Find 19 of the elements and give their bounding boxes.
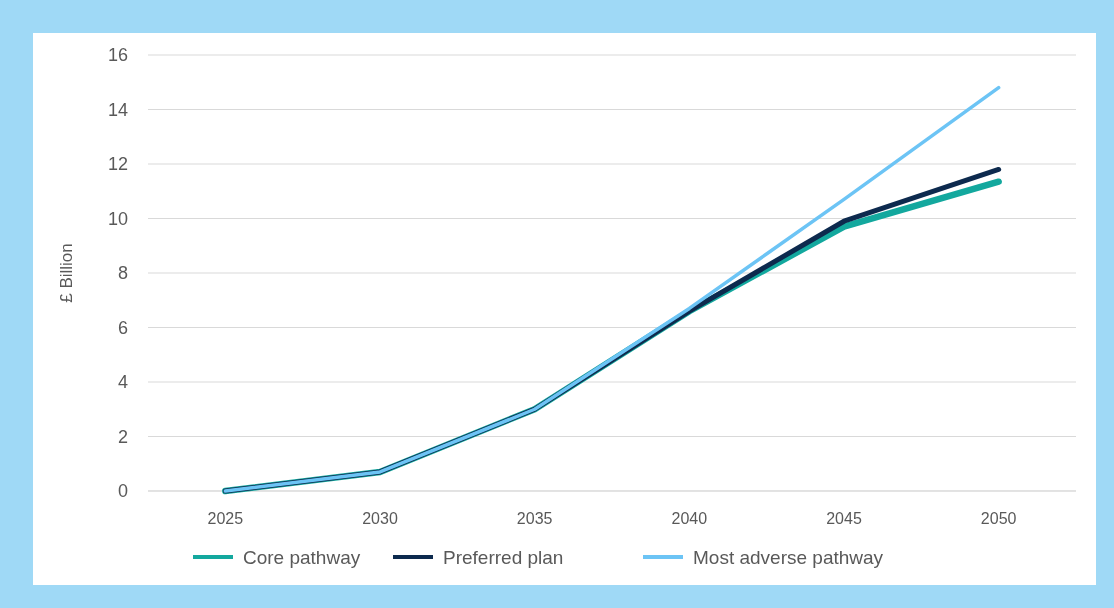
x-tick-label: 2025 [207,510,244,527]
y-tick-label: 0 [117,481,128,502]
y-tick-label: 4 [117,372,128,393]
y-tick-label: 14 [107,99,128,120]
x-tick-label: 2035 [516,510,553,527]
y-axis-title: £ Billion [57,243,76,303]
legend-label: Core pathway [243,546,361,568]
y-tick-label: 6 [117,317,128,338]
y-tick-label: 12 [107,154,128,175]
x-tick-label: 2050 [980,510,1017,527]
y-tick-label: 2 [117,426,128,447]
legend-label: Most adverse pathway [693,546,884,568]
y-tick-label: 10 [107,208,128,229]
x-tick-label: 2030 [362,510,398,527]
x-tick-label: 2040 [671,510,708,527]
y-tick-label: 8 [117,263,128,284]
x-tick-label: 2045 [826,510,862,527]
y-tick-label: 16 [107,45,128,66]
legend-label: Preferred plan [443,546,564,568]
